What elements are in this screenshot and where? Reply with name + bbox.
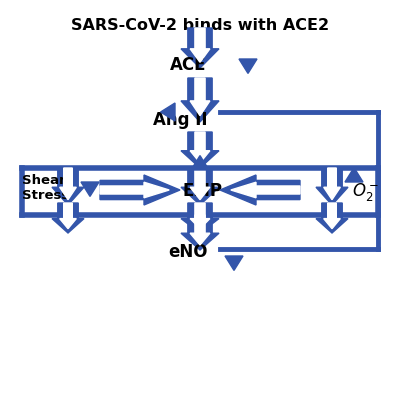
Polygon shape [191,156,209,170]
Polygon shape [81,182,99,196]
Polygon shape [181,132,219,168]
Text: ACE: ACE [170,56,206,74]
Polygon shape [190,215,210,245]
Polygon shape [181,78,219,122]
Polygon shape [324,203,340,229]
Polygon shape [220,175,300,205]
Polygon shape [190,28,210,62]
Polygon shape [225,256,243,270]
Polygon shape [100,175,180,205]
Text: EMP: EMP [182,182,222,200]
Polygon shape [190,168,210,200]
Text: Ang II: Ang II [153,111,207,129]
Text: Shear
Stress: Shear Stress [22,174,69,202]
Polygon shape [231,182,300,198]
Polygon shape [316,203,348,233]
Polygon shape [190,203,210,229]
Polygon shape [100,182,169,198]
Polygon shape [316,168,348,205]
Polygon shape [60,168,76,200]
Polygon shape [181,168,219,205]
Polygon shape [324,168,340,200]
Polygon shape [52,168,84,205]
Text: $O_2^-$: $O_2^-$ [352,181,380,203]
Text: eNO: eNO [168,243,208,261]
Polygon shape [181,203,219,233]
Polygon shape [190,78,210,116]
Polygon shape [60,203,76,229]
Polygon shape [52,203,84,233]
Polygon shape [345,168,363,182]
Polygon shape [239,59,257,73]
Polygon shape [181,215,219,250]
Polygon shape [160,103,175,121]
Polygon shape [190,132,210,163]
Polygon shape [181,28,219,68]
Text: SARS-CoV-2 binds with ACE2: SARS-CoV-2 binds with ACE2 [71,18,329,33]
